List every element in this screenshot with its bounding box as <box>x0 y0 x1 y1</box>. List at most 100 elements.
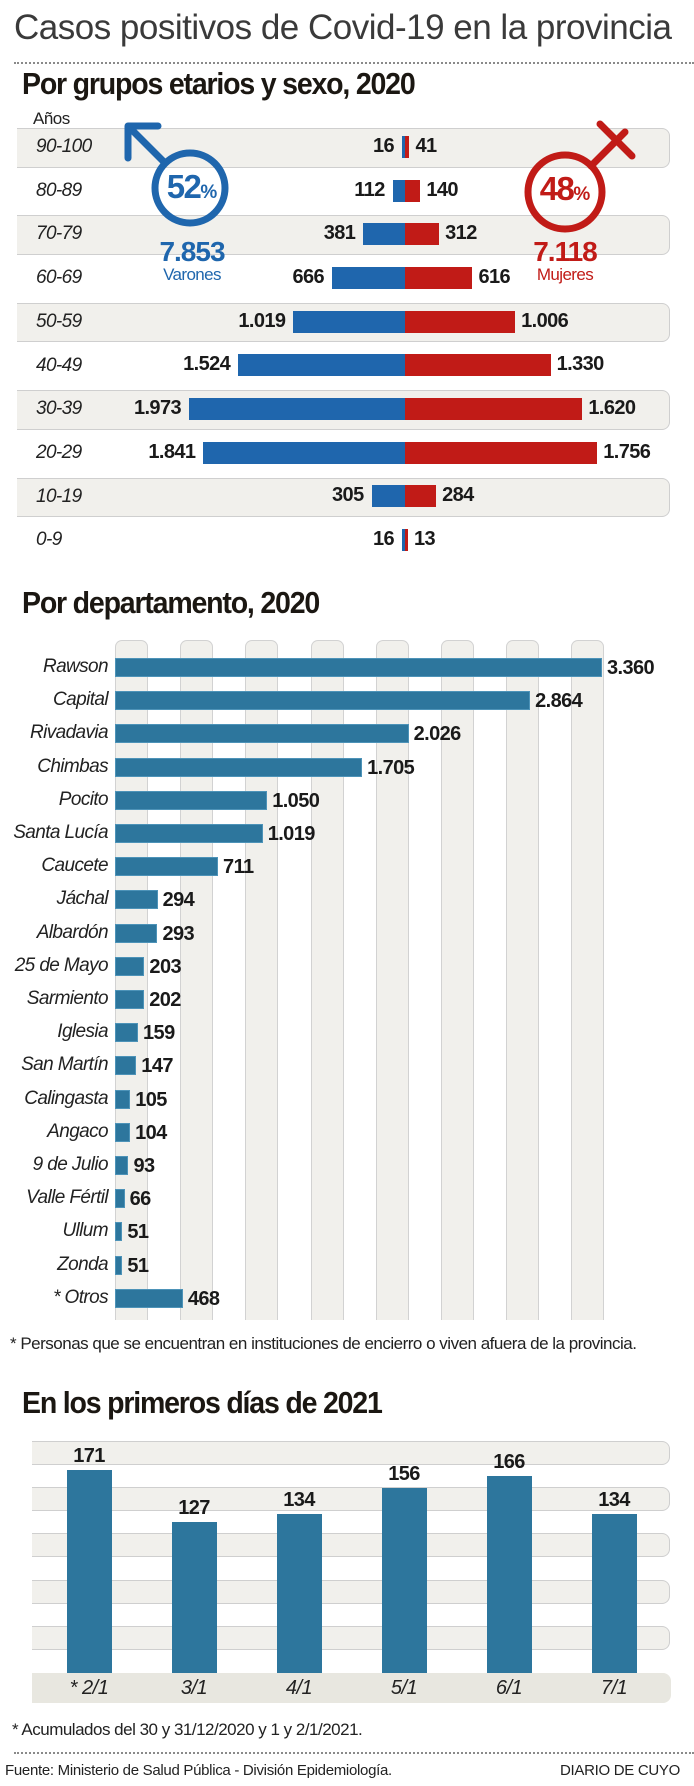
male-percent-value: 52 <box>166 168 202 205</box>
day-axis-label: 3/1 <box>180 1677 208 1699</box>
day-value-label: 156 <box>388 1462 420 1485</box>
header-divider <box>14 62 694 64</box>
age-group-label: 10-19 <box>36 485 82 507</box>
department-bar <box>115 1156 129 1175</box>
department-label: Chimbas <box>37 755 108 777</box>
department-value-label: 2.864 <box>535 690 583 713</box>
female-bar <box>405 354 551 377</box>
department-label: Pocito <box>58 788 109 810</box>
department-bar <box>115 658 602 677</box>
male-bar <box>189 398 405 421</box>
department-value-label: 1.705 <box>367 756 415 779</box>
female-value-label: 41 <box>415 134 437 157</box>
department-value-label: 66 <box>129 1188 152 1211</box>
day-axis-label: 6/1 <box>495 1677 523 1699</box>
day-axis-label: 5/1 <box>390 1677 418 1699</box>
age-group-label: 30-39 <box>36 398 82 420</box>
age-group-label: 40-49 <box>36 354 82 376</box>
department-label: Zonda <box>57 1253 108 1275</box>
x-axis-band <box>32 1673 671 1703</box>
female-bar <box>405 441 598 464</box>
department-label: * Otros <box>53 1286 109 1308</box>
day-value-label: 127 <box>178 1497 210 1520</box>
female-bar <box>405 223 440 246</box>
department-value-label: 203 <box>149 955 181 978</box>
department-bar <box>115 790 268 810</box>
department-bar <box>115 890 158 910</box>
department-bar <box>115 1122 131 1142</box>
age-group-label: 70-79 <box>36 223 82 245</box>
female-bar <box>405 179 421 202</box>
male-value-label: 1.973 <box>133 397 182 420</box>
grid-band <box>32 1533 670 1557</box>
department-bar <box>115 1288 183 1308</box>
male-value-label: 666 <box>292 265 325 288</box>
male-bar <box>402 529 405 552</box>
day-axis-label: 7/1 <box>600 1677 628 1699</box>
department-value-label: 104 <box>135 1121 167 1144</box>
publisher-brand: DIARIO DE CUYO <box>560 1762 680 1779</box>
department-label: Rivadavia <box>29 722 109 744</box>
female-value-label: 1.330 <box>556 353 605 376</box>
grid-column <box>245 640 279 1320</box>
female-label: Mujeres <box>536 265 594 284</box>
grid-band <box>32 1441 670 1465</box>
age-sex-chart-title: Por grupos etarios y sexo, 2020 <box>22 66 416 101</box>
female-bar <box>405 398 583 421</box>
department-value-label: 2.026 <box>413 723 462 746</box>
male-bar <box>371 485 405 508</box>
department-value-label: 51 <box>127 1221 149 1244</box>
day-value-label: 134 <box>598 1488 630 1511</box>
day-bar <box>171 1522 217 1673</box>
days-2021-chart: 171 * 2/1 127 3/1 134 4/1 156 5/1 166 6/1 134 7/1 <box>32 1441 671 1703</box>
department-chart: Rawson 3.360 Capital 2.864 Rivadavia 2.026 Chi… <box>13 640 655 1320</box>
age-group-label: 50-59 <box>36 310 82 332</box>
source-credit: Fuente: Ministerio de Salud Pública - Di… <box>5 1762 392 1779</box>
grid-column <box>441 640 474 1320</box>
day-bar <box>381 1487 427 1673</box>
department-label: Sarmiento <box>26 988 109 1009</box>
department-label: Albardón <box>36 921 109 943</box>
male-value-label: 381 <box>323 222 356 245</box>
department-bar <box>115 923 158 943</box>
department-value-label: 105 <box>135 1088 167 1111</box>
department-bar <box>115 691 531 711</box>
department-value-label: 159 <box>143 1022 175 1045</box>
day-value-label: 166 <box>493 1450 525 1473</box>
male-percent-sign: % <box>200 182 218 203</box>
female-value-label: 1.620 <box>588 397 636 420</box>
day-bar <box>276 1513 322 1673</box>
day-bar <box>486 1475 532 1673</box>
grid-column <box>571 640 605 1320</box>
female-value-label: 1.756 <box>603 440 651 463</box>
age-sex-chart: 90-100 16 41 80-89 112 140 70-79 381 312 60-69 666… <box>0 0 694 560</box>
male-value-label: 1.524 <box>183 353 231 376</box>
grid-column <box>375 640 409 1320</box>
department-label: Capital <box>53 689 109 711</box>
department-value-label: 3.360 <box>607 657 655 679</box>
department-bar <box>115 1089 131 1109</box>
department-label: Jáchal <box>56 888 109 910</box>
male-bar <box>392 179 405 202</box>
female-bar <box>405 529 408 552</box>
male-value-label: 16 <box>372 528 395 551</box>
female-bar <box>405 135 410 158</box>
department-bar <box>115 1222 123 1242</box>
department-value-label: 711 <box>223 856 254 879</box>
department-bar <box>115 1189 125 1209</box>
department-label: 25 de Mayo <box>14 954 109 976</box>
female-bar <box>405 266 473 289</box>
department-chart-title: Por departamento, 2020 <box>22 585 320 620</box>
grid-column <box>115 640 148 1320</box>
department-label: Rawson <box>42 656 109 677</box>
age-group-label: 80-89 <box>36 179 82 201</box>
male-bar <box>363 223 405 246</box>
female-value-label: 284 <box>442 484 474 507</box>
department-label: Angaco <box>47 1120 108 1142</box>
department-label: Santa Lucía <box>13 822 108 843</box>
grid-column <box>310 640 344 1320</box>
day-axis-label: * 2/1 <box>69 1677 109 1699</box>
female-percent: 48% <box>525 170 605 208</box>
department-value-label: 294 <box>162 889 195 912</box>
male-value-label: 305 <box>332 484 364 507</box>
